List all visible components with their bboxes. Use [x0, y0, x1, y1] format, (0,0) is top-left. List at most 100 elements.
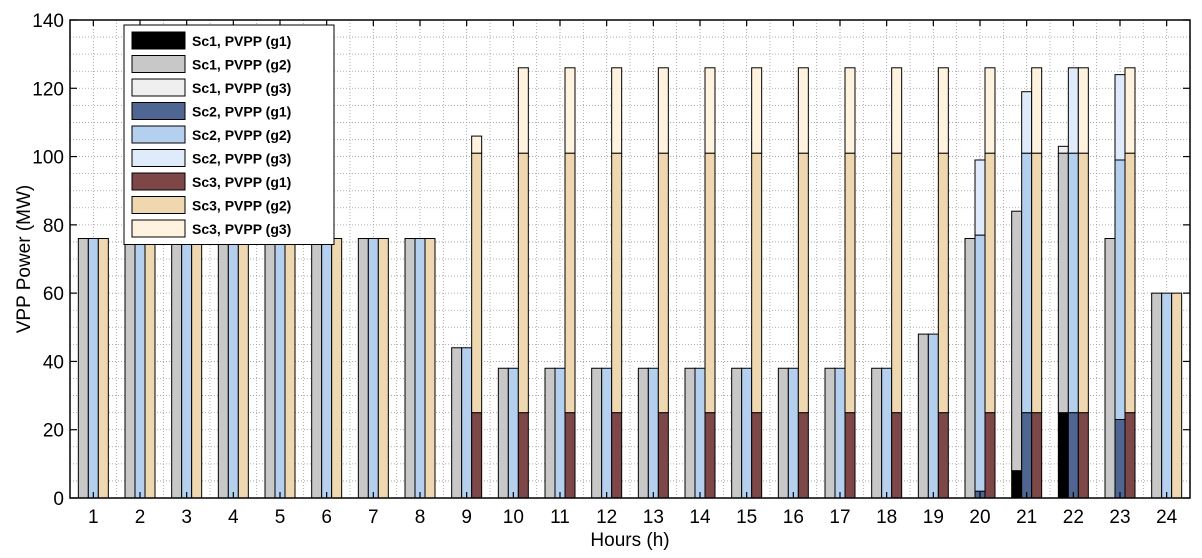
x-tick-label: 11 — [550, 507, 570, 528]
legend-swatch — [131, 55, 186, 73]
bar-sc1-g2-hour-24 — [1151, 292, 1163, 499]
bar-sc2-g3-hour-23 — [1114, 74, 1126, 161]
x-tick-label: 23 — [1109, 507, 1130, 528]
bar-sc3-g2-hour-13 — [657, 152, 669, 414]
x-tick-label: 3 — [181, 507, 192, 528]
y-tick-label: 80 — [43, 216, 64, 237]
bar-sc2-g2-hour-7 — [367, 238, 379, 499]
bar-sc2-g3-hour-22 — [1067, 67, 1079, 154]
legend-swatch — [131, 102, 186, 120]
bar-sc1-g3-hour-22 — [1057, 145, 1069, 154]
bar-sc3-g3-hour-21 — [1031, 67, 1043, 154]
bar-sc2-g2-hour-21 — [1021, 152, 1033, 414]
bar-sc3-g3-hour-23 — [1124, 67, 1136, 154]
bar-sc1-g2-hour-18 — [871, 367, 883, 499]
bar-sc1-g2-hour-11 — [544, 367, 556, 499]
bar-sc1-g1-hour-22 — [1057, 412, 1069, 499]
bar-sc2-g2-hour-15 — [741, 367, 753, 499]
x-tick-label: 6 — [321, 507, 332, 528]
bar-sc2-g1-hour-22 — [1067, 412, 1079, 499]
bar-sc3-g2-hour-3 — [191, 238, 203, 499]
x-tick-label: 19 — [923, 507, 944, 528]
y-tick-label: 40 — [43, 352, 64, 373]
plot-frame — [69, 19, 1191, 499]
bar-sc3-g1-hour-11 — [564, 412, 576, 499]
bar-sc3-g2-hour-15 — [751, 152, 763, 414]
y-tick-label: 0 — [53, 489, 64, 510]
bar-sc3-g2-hour-12 — [611, 152, 623, 414]
bar-sc2-g2-hour-10 — [507, 367, 519, 499]
bar-sc2-g1-hour-21 — [1021, 412, 1033, 499]
bar-sc1-g2-hour-23 — [1104, 238, 1116, 499]
x-tick-label: 1 — [88, 507, 99, 528]
legend-entry-label: Sc1, PVPP (g3) — [192, 80, 291, 96]
bar-sc2-g2-hour-9 — [461, 347, 473, 499]
bar-sc3-g1-hour-13 — [657, 412, 669, 499]
x-tick-label: 18 — [876, 507, 897, 528]
bar-sc3-g3-hour-18 — [891, 67, 903, 154]
bar-sc2-g2-hour-14 — [694, 367, 706, 499]
bar-sc3-g2-hour-11 — [564, 152, 576, 414]
legend-swatch — [131, 125, 186, 144]
bar-sc1-g2-hour-9 — [451, 347, 463, 499]
bar-sc2-g1-hour-23 — [1114, 418, 1126, 499]
bar-sc2-g2-hour-17 — [834, 367, 846, 499]
bar-sc3-g2-hour-7 — [377, 238, 389, 499]
x-tick-label: 20 — [969, 507, 990, 528]
bar-sc1-g2-hour-2 — [124, 238, 136, 499]
bar-sc3-g1-hour-21 — [1031, 412, 1043, 499]
bar-sc3-g1-hour-15 — [751, 412, 763, 499]
bar-sc3-g3-hour-20 — [984, 67, 996, 154]
bar-sc2-g3-hour-20 — [974, 159, 986, 236]
x-tick-label: 12 — [596, 507, 617, 528]
x-tick-label: 4 — [228, 507, 239, 528]
legend-entry-label: Sc1, PVPP (g1) — [192, 33, 291, 49]
x-tick-label: 8 — [415, 507, 426, 528]
bar-sc3-g2-hour-20 — [984, 152, 996, 414]
bar-sc3-g3-hour-17 — [844, 67, 856, 154]
bar-sc1-g2-hour-12 — [591, 367, 603, 499]
bar-sc3-g2-hour-2 — [144, 238, 156, 499]
bar-sc3-g3-hour-14 — [704, 67, 716, 154]
bar-sc2-g2-hour-19 — [927, 333, 939, 499]
bar-sc2-g2-hour-4 — [227, 238, 239, 499]
y-tick-label: 20 — [43, 421, 64, 442]
bar-sc1-g2-hour-15 — [731, 367, 743, 499]
bar-sc3-g2-hour-23 — [1124, 152, 1136, 414]
y-tick-label: 60 — [43, 284, 64, 305]
bar-sc3-g2-hour-6 — [331, 238, 343, 499]
x-tick-label: 16 — [783, 507, 804, 528]
bar-sc3-g2-hour-17 — [844, 152, 856, 414]
x-tick-label: 14 — [689, 507, 711, 528]
bar-sc3-g2-hour-14 — [704, 152, 716, 414]
x-axis-label: Hours (h) — [590, 530, 669, 551]
legend-entry-label: Sc2, PVPP (g3) — [192, 151, 291, 167]
x-tick-label: 13 — [643, 507, 664, 528]
legend-entry-label: Sc3, PVPP (g2) — [192, 198, 291, 214]
y-tick-label: 100 — [32, 148, 64, 169]
bar-sc3-g3-hour-19 — [937, 67, 949, 154]
bar-sc3-g2-hour-16 — [797, 152, 809, 414]
bar-sc1-g2-hour-7 — [357, 238, 369, 499]
bar-sc2-g2-hour-13 — [647, 367, 659, 499]
legend: Sc1, PVPP (g1) Sc1, PVPP (g2) Sc1, PVPP (g… — [123, 24, 335, 245]
bar-sc2-g2-hour-8 — [414, 238, 426, 499]
legend-entry-label: Sc3, PVPP (g3) — [192, 221, 291, 237]
bar-sc3-g1-hour-12 — [611, 412, 623, 499]
bar-sc3-g2-hour-22 — [1077, 152, 1089, 414]
bar-sc3-g3-hour-11 — [564, 67, 576, 154]
bar-sc1-g2-hour-13 — [637, 367, 649, 499]
bar-sc3-g3-hour-10 — [517, 67, 529, 154]
bar-sc3-g3-hour-16 — [797, 67, 809, 154]
bar-sc1-g2-hour-6 — [311, 238, 323, 499]
bar-sc3-g2-hour-10 — [517, 152, 529, 414]
bar-sc1-g2-hour-8 — [404, 238, 416, 499]
bar-sc2-g2-hour-5 — [274, 238, 286, 499]
bar-sc2-g2-hour-11 — [554, 367, 566, 499]
legend-entry-label: Sc2, PVPP (g1) — [192, 104, 291, 120]
bar-sc3-g1-hour-22 — [1077, 412, 1089, 499]
x-tick-label: 7 — [368, 507, 379, 528]
